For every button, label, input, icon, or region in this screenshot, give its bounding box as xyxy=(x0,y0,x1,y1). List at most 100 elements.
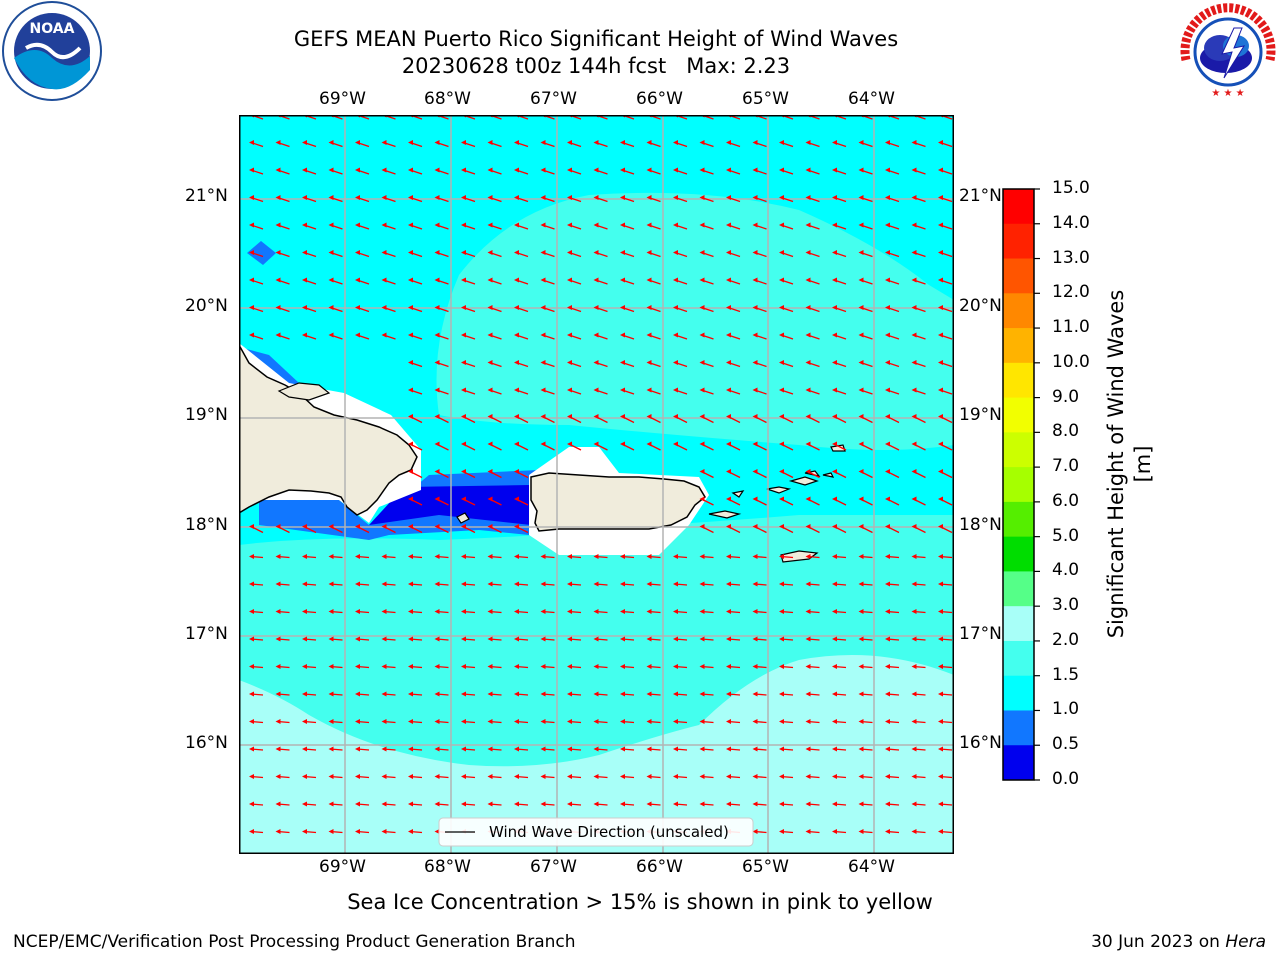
wind-arrow xyxy=(567,332,582,340)
wind-arrow xyxy=(938,801,953,807)
wind-arrow xyxy=(911,441,926,451)
wind-arrow xyxy=(726,801,741,807)
wind-arrow xyxy=(832,524,847,534)
wind-arrow xyxy=(805,609,820,614)
lat-label-right-19n: 19°N xyxy=(959,405,1002,425)
wind-arrow xyxy=(381,609,396,614)
wind-arrow xyxy=(938,414,953,424)
wind-arrow xyxy=(461,360,476,368)
wind-arrow xyxy=(885,664,900,669)
wind-arrow xyxy=(434,360,449,368)
wind-arrow xyxy=(408,554,423,559)
wind-arrow xyxy=(832,609,847,614)
wind-arrow xyxy=(726,719,741,724)
wind-arrow xyxy=(381,140,396,148)
wind-arrow xyxy=(461,277,476,285)
wind-arrow xyxy=(328,305,343,313)
wind-arrow xyxy=(593,195,608,203)
wind-arrow xyxy=(408,746,423,752)
wind-arrow xyxy=(487,441,502,451)
wind-arrow xyxy=(355,636,370,642)
wind-arrow xyxy=(593,222,608,230)
wind-arrow xyxy=(938,664,953,669)
wind-arrow xyxy=(779,305,794,313)
wind-arrow xyxy=(699,609,714,614)
wind-arrow xyxy=(858,469,873,479)
wind-arrow xyxy=(434,469,449,479)
wind-arrow xyxy=(514,581,529,587)
svg-text:★ ★ ★: ★ ★ ★ xyxy=(1211,88,1244,99)
wind-arrow xyxy=(249,140,264,148)
wind-arrow xyxy=(752,801,767,807)
wind-arrow xyxy=(620,691,635,697)
wind-arrow xyxy=(328,801,343,807)
wind-arrow xyxy=(408,360,423,368)
wind-arrow xyxy=(540,801,555,807)
wind-arrow xyxy=(620,140,635,148)
wind-arrow xyxy=(381,581,396,587)
wind-arrow xyxy=(381,222,396,230)
wind-arrow xyxy=(832,305,847,313)
wind-arrow xyxy=(487,387,502,395)
wind-arrow xyxy=(646,609,661,614)
wind-arrow xyxy=(620,719,635,724)
wind-arrow xyxy=(328,524,343,534)
wind-arrow xyxy=(752,524,767,534)
wind-arrow xyxy=(885,195,900,203)
wind-arrow xyxy=(779,469,794,479)
wind-arrow xyxy=(567,360,582,368)
wind-arrow xyxy=(381,664,396,669)
wind-arrow xyxy=(885,496,900,506)
wind-arrow xyxy=(858,746,873,752)
wind-arrow xyxy=(540,746,555,752)
wind-arrow xyxy=(911,305,926,313)
wind-arrow xyxy=(408,609,423,614)
wind-arrow xyxy=(381,277,396,285)
wind-arrow xyxy=(646,441,661,451)
wind-arrow xyxy=(752,664,767,669)
wind-arrow xyxy=(540,195,555,203)
wind-arrow xyxy=(885,746,900,752)
wind-arrow xyxy=(567,719,582,724)
wind-arrow xyxy=(726,222,741,230)
wind-arrow xyxy=(805,554,820,559)
colorbar-band xyxy=(1003,571,1034,607)
wind-arrow xyxy=(328,222,343,230)
lon-label-top-67w: 67°W xyxy=(530,89,577,109)
wind-arrow xyxy=(673,636,688,642)
wind-arrow xyxy=(699,664,714,669)
wind-arrow xyxy=(726,195,741,203)
wind-arrow xyxy=(805,277,820,285)
wind-arrow xyxy=(540,441,555,451)
wind-arrow xyxy=(646,360,661,368)
wind-arrow xyxy=(805,140,820,148)
wind-arrow xyxy=(328,636,343,642)
map-panel: Wind Wave Direction (unscaled) xyxy=(239,115,954,854)
wind-arrow xyxy=(911,664,926,669)
wind-arrow xyxy=(752,554,767,559)
lat-label-left-21n: 21°N xyxy=(185,186,228,206)
wind-arrow xyxy=(832,746,847,752)
wind-arrow xyxy=(752,140,767,148)
wind-arrow xyxy=(514,414,529,424)
wind-arrow xyxy=(593,746,608,752)
wind-arrow xyxy=(328,719,343,724)
wind-arrow xyxy=(302,140,317,148)
wind-arrow xyxy=(699,554,714,559)
wind-arrow xyxy=(487,524,502,534)
wind-arrow xyxy=(540,581,555,587)
wind-arrow xyxy=(487,167,502,175)
wind-arrow xyxy=(408,774,423,779)
colorbar-tick-label: 7.0 xyxy=(1052,456,1080,477)
wind-arrow xyxy=(832,691,847,697)
wind-arrow xyxy=(381,167,396,175)
wind-arrow xyxy=(434,167,449,175)
wind-arrow xyxy=(514,195,529,203)
wind-arrow xyxy=(487,332,502,340)
wind-arrow xyxy=(911,222,926,230)
wind-arrow xyxy=(699,305,714,313)
wind-arrow xyxy=(832,222,847,230)
wind-arrow xyxy=(434,636,449,642)
wind-arrow xyxy=(434,441,449,451)
wind-arrow xyxy=(540,360,555,368)
